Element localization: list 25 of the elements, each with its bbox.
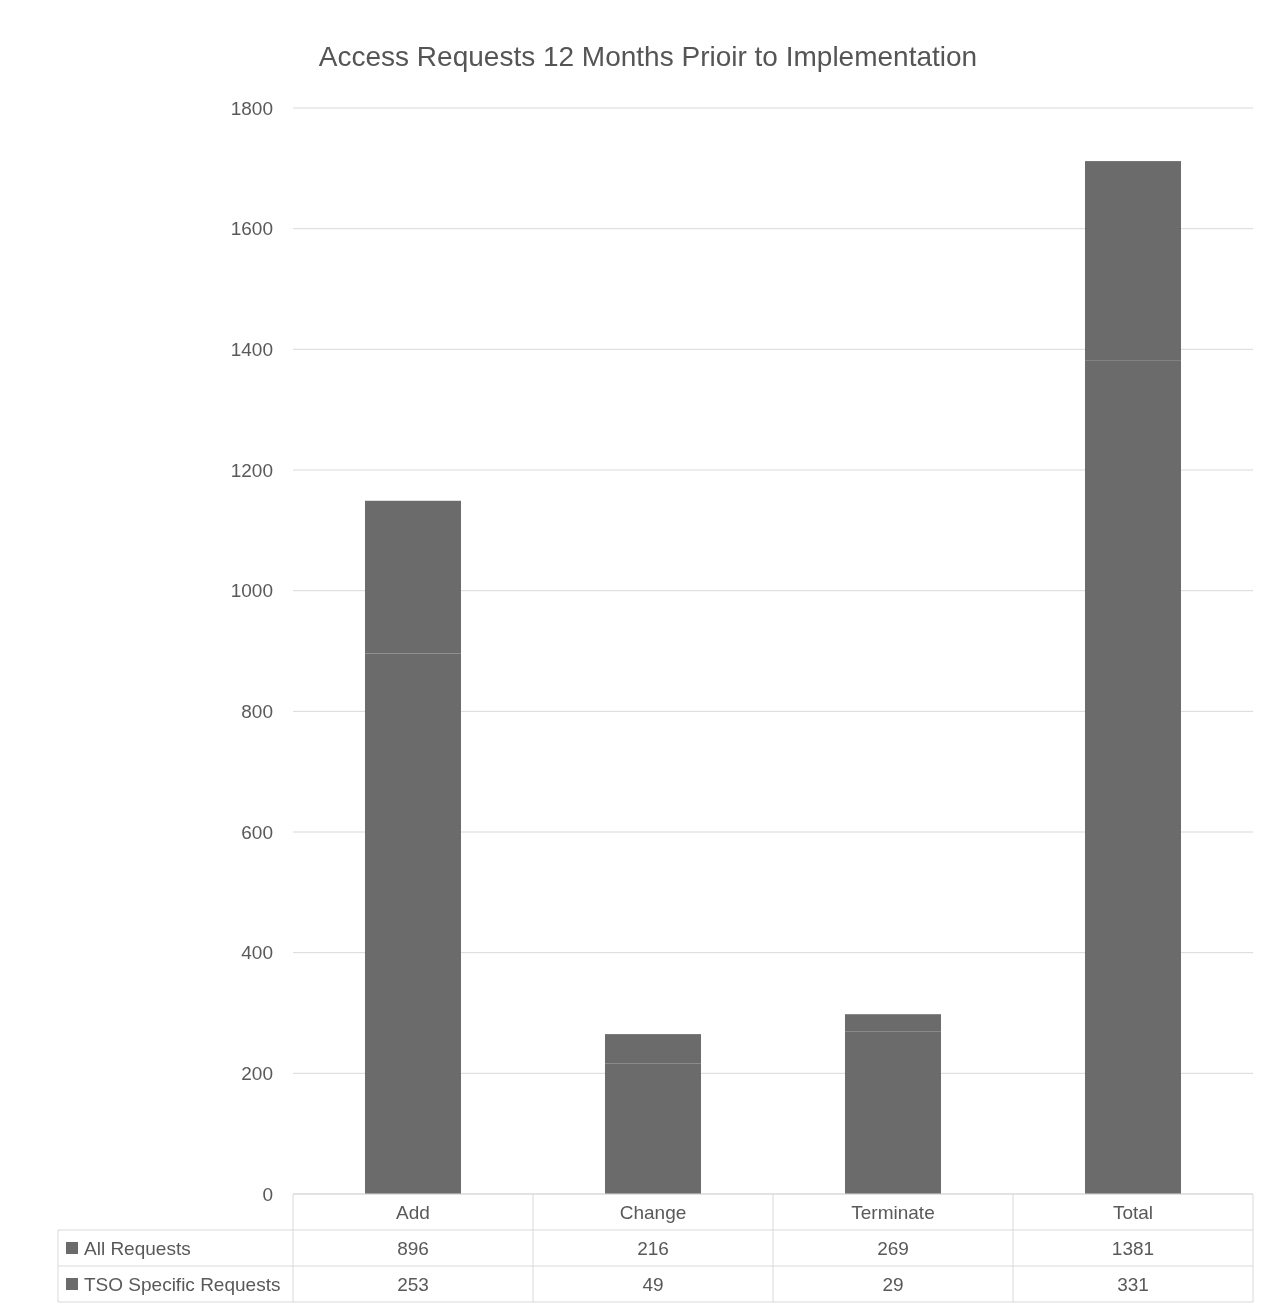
x-tick-label: Change — [619, 1201, 687, 1223]
data-label: 29 — [882, 1273, 904, 1295]
x-tick-label: Terminate — [851, 1201, 935, 1223]
data-label: 331 — [1117, 1273, 1149, 1295]
x-tick-label: Add — [396, 1201, 430, 1223]
y-tick-label: 1000 — [230, 580, 273, 602]
data-label: 269 — [877, 1237, 909, 1259]
y-tick-label: 1400 — [230, 338, 273, 360]
legend-label: All Requests — [84, 1237, 191, 1259]
y-tick-label: 400 — [241, 942, 273, 964]
data-label: 253 — [397, 1273, 429, 1295]
data-label: 1381 — [1111, 1237, 1155, 1259]
y-tick-label: 1600 — [230, 218, 273, 240]
data-label: 896 — [397, 1237, 429, 1259]
x-tick-label: Total — [1112, 1201, 1154, 1223]
y-tick-label: 1200 — [230, 459, 273, 481]
data-label: 49 — [642, 1273, 664, 1295]
y-tick-label: 1800 — [230, 97, 273, 119]
y-tick-label: 200 — [241, 1062, 273, 1084]
data-label: 216 — [637, 1237, 669, 1259]
chart-title: Access Requests 12 Months Prioir to Implementation — [318, 41, 978, 72]
legend-label: TSO Specific Requests — [84, 1273, 281, 1295]
y-tick-label: 0 — [262, 1183, 273, 1205]
y-tick-label: 800 — [241, 700, 273, 722]
y-tick-label: 600 — [241, 821, 273, 843]
